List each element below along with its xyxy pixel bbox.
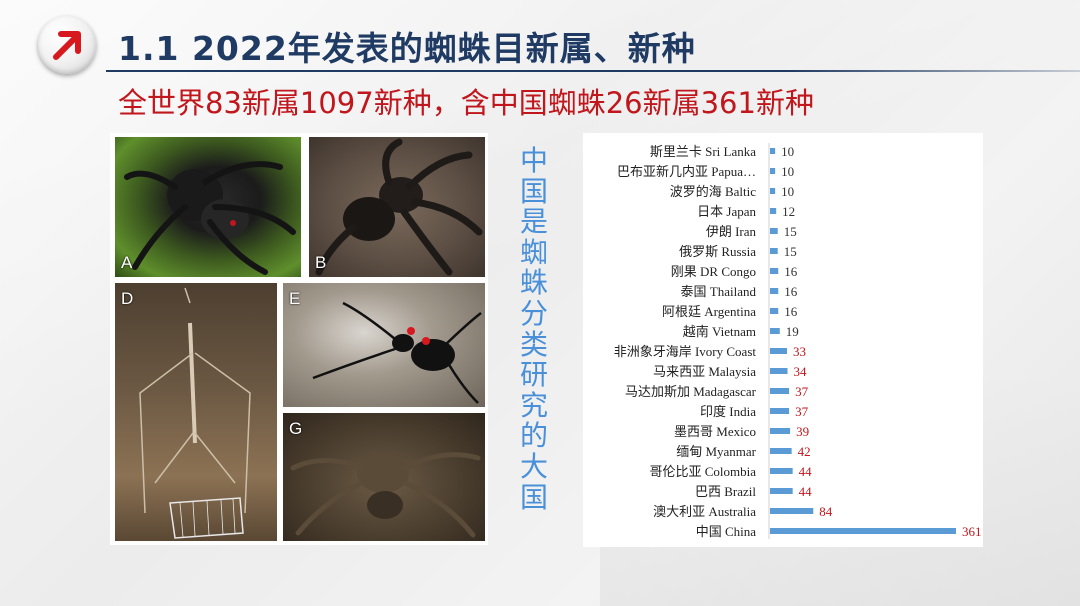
data-label: 34 — [794, 364, 808, 379]
category-label: 伊朗 Iran — [706, 224, 757, 239]
category-label: 斯里兰卡 Sri Lanka — [650, 144, 756, 159]
bar — [770, 508, 814, 514]
bar — [770, 468, 793, 474]
bar — [770, 288, 779, 294]
bar — [770, 168, 776, 174]
spider-photo-collage: A B D — [110, 133, 488, 545]
page-title: 1.1 2022年发表的蜘蛛目新属、新种 — [118, 29, 696, 68]
data-label: 39 — [796, 424, 809, 439]
data-label: 44 — [799, 484, 813, 499]
data-label: 19 — [786, 324, 799, 339]
data-label: 37 — [795, 404, 809, 419]
spider-photo-b: B — [309, 137, 485, 277]
side-caption-char: 的 — [519, 419, 548, 453]
side-caption-char: 国 — [519, 480, 548, 514]
category-label: 泰国 Thailand — [681, 284, 757, 299]
bar — [770, 428, 791, 434]
photo-label: G — [289, 419, 303, 438]
category-label: 越南 Vietnam — [683, 324, 756, 339]
data-label: 33 — [793, 344, 806, 359]
data-label: 84 — [819, 504, 833, 519]
page-subtitle: 全世界83新属1097新种，含中国蜘蛛26新属361新种 — [118, 86, 814, 120]
bar — [770, 308, 779, 314]
category-label: 缅甸 Myanmar — [676, 444, 756, 459]
bar — [770, 208, 777, 214]
photo-label: D — [121, 289, 134, 308]
category-label: 波罗的海 Baltic — [670, 184, 757, 199]
category-label: 巴西 Brazil — [695, 484, 756, 499]
data-label: 16 — [784, 284, 798, 299]
bar — [770, 388, 790, 394]
category-label: 刚果 DR Congo — [671, 264, 756, 279]
data-label: 16 — [784, 264, 798, 279]
photo-label: E — [289, 289, 301, 308]
category-label: 日本 Japan — [697, 204, 756, 219]
data-label: 37 — [795, 384, 809, 399]
side-caption-char: 大 — [519, 449, 548, 483]
category-label: 非洲象牙海岸 Ivory Coast — [614, 344, 757, 359]
bar — [770, 268, 779, 274]
side-caption-char: 分 — [519, 296, 548, 330]
side-caption-char: 研 — [519, 358, 548, 392]
bar — [770, 348, 788, 354]
bar — [770, 448, 792, 454]
category-label: 中国 China — [696, 524, 757, 539]
category-label: 澳大利亚 Australia — [653, 504, 756, 519]
side-caption-char: 蛛 — [519, 266, 548, 300]
spider-photo-a: A — [115, 137, 301, 277]
data-label: 12 — [782, 204, 795, 219]
side-caption-char: 国 — [519, 174, 548, 208]
data-label: 16 — [784, 304, 798, 319]
bar — [770, 528, 956, 534]
side-caption-char: 中 — [519, 144, 548, 177]
category-label: 俄罗斯 Russia — [679, 244, 756, 259]
data-label: 10 — [781, 144, 794, 159]
bar — [770, 328, 780, 334]
photo-label: B — [315, 253, 327, 272]
data-label: 361 — [962, 524, 982, 539]
data-label: 10 — [781, 184, 794, 199]
category-label: 巴布亚新几内亚 Papua… — [617, 164, 756, 179]
side-caption-char: 类 — [519, 327, 548, 361]
bar-chart-svg: 斯里兰卡 Sri Lanka 10 巴布亚新几内亚 Papua… 10 波罗的海 Bal… — [614, 143, 982, 539]
photo-label: A — [121, 253, 133, 272]
bar — [770, 188, 776, 194]
bar — [770, 148, 776, 154]
bar — [770, 488, 793, 494]
data-label: 44 — [799, 464, 813, 479]
category-label: 哥伦比亚 Colombia — [649, 464, 756, 479]
category-label: 马达加斯加 Madagascar — [625, 384, 757, 399]
bar — [770, 228, 778, 234]
bar — [770, 368, 788, 374]
category-label: 墨西哥 Mexico — [674, 424, 756, 439]
side-caption: 中国是蜘蛛分类研究的大国 — [516, 144, 552, 514]
title-divider — [106, 70, 1080, 72]
data-label: 10 — [781, 164, 794, 179]
arrow-up-right-icon — [53, 31, 81, 60]
category-label: 阿根廷 Argentina — [662, 304, 756, 319]
spider-photo-g: G — [283, 413, 485, 541]
data-label: 42 — [798, 444, 811, 459]
category-label: 马来西亚 Malaysia — [653, 364, 756, 379]
category-label: 印度 India — [700, 404, 756, 419]
side-caption-char: 究 — [519, 388, 548, 422]
side-caption-char: 蜘 — [519, 235, 548, 269]
bar — [770, 248, 778, 254]
data-label: 15 — [784, 244, 797, 259]
bar — [770, 408, 790, 414]
species-bar-chart: 斯里兰卡 Sri Lanka 10 巴布亚新几内亚 Papua… 10 波罗的海 Bal… — [583, 133, 983, 547]
spider-photo-d: D — [115, 283, 277, 541]
logo-badge — [38, 16, 96, 74]
data-label: 15 — [784, 224, 797, 239]
spider-photo-e: E — [283, 283, 485, 407]
side-caption-char: 是 — [519, 205, 548, 239]
